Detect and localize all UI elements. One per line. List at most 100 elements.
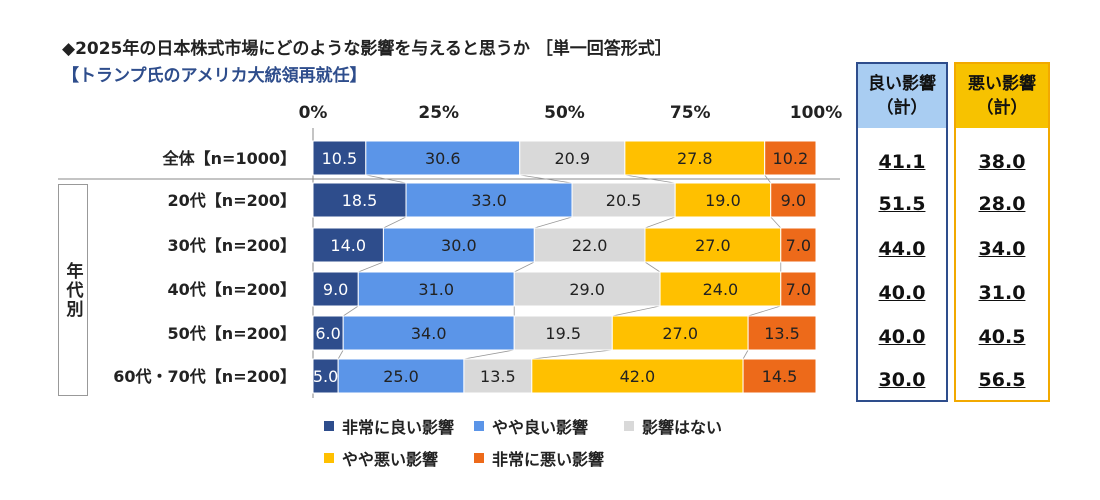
bad-effect-total-header-line2: （計）: [976, 98, 1028, 118]
bar-segment: [342, 315, 515, 351]
bar-segment: [312, 182, 407, 218]
category-label: 60代・70代【n=200】: [113, 367, 296, 386]
data-label: 5.0: [313, 367, 338, 386]
data-label: 22.0: [572, 236, 608, 255]
bar-segment: [533, 227, 646, 263]
bar-segment: [674, 182, 772, 218]
series-connector-line: [624, 174, 676, 184]
legend-label: 非常に良い影響: [342, 418, 455, 437]
good-effect-total-header-line2: （計）: [876, 98, 928, 118]
bar-segment: [337, 358, 465, 394]
series-connector-line: [742, 349, 749, 360]
bad-effect-total-header-line1: 悪い影響: [968, 74, 1036, 94]
bar-segment: [312, 227, 384, 263]
legend-label: 非常に悪い影響: [492, 450, 605, 469]
x-tick-label: 25%: [418, 103, 459, 123]
good-effect-total-header-line1: 良い影響: [868, 74, 936, 94]
bad-effect-total-value: 31.0: [978, 282, 1026, 304]
legend-swatch: [474, 453, 484, 463]
bar-segment: [659, 271, 782, 307]
x-tick-label: 0%: [299, 103, 328, 123]
good-effect-total-value: 44.0: [878, 238, 926, 260]
legend-item: やや良い影響: [474, 414, 588, 438]
data-label: 33.0: [471, 191, 507, 210]
series-connector-line: [365, 174, 407, 184]
category-label: 50代【n=200】: [168, 324, 296, 343]
x-tick-label: 75%: [670, 103, 711, 123]
legend-swatch: [324, 453, 334, 463]
data-label: 24.0: [703, 280, 739, 299]
data-label: 13.5: [764, 324, 800, 343]
x-tick-label: 100%: [790, 103, 843, 123]
data-label: 13.5: [480, 367, 516, 386]
bar-segment: [747, 315, 817, 351]
data-label: 14.5: [762, 367, 798, 386]
data-label: 19.0: [705, 191, 741, 210]
data-label: 14.0: [330, 236, 366, 255]
category-label: 全体【n=1000】: [162, 149, 296, 168]
data-label: 9.0: [781, 191, 806, 210]
good-effect-total-value: 30.0: [878, 369, 926, 391]
series-connector-line: [358, 261, 384, 273]
bar-segment: [513, 271, 661, 307]
data-label: 31.0: [418, 280, 454, 299]
data-label: 30.0: [441, 236, 477, 255]
bar-segment: [312, 315, 344, 351]
series-connector-line: [747, 305, 781, 317]
data-label: 18.5: [342, 191, 378, 210]
data-label: 34.0: [411, 324, 447, 343]
data-label: 27.8: [677, 149, 713, 168]
legend-swatch: [324, 421, 334, 431]
data-label: 10.5: [322, 149, 358, 168]
bad-effect-total-value: 38.0: [978, 151, 1026, 173]
data-label: 19.5: [545, 324, 581, 343]
data-label: 7.0: [786, 280, 811, 299]
good-effect-total-value: 40.0: [878, 282, 926, 304]
data-label: 27.0: [662, 324, 698, 343]
good-effect-total-value: 41.1: [878, 151, 926, 173]
series-connector-line: [531, 349, 613, 360]
data-label: 30.6: [425, 149, 461, 168]
legend-label: やや悪い影響: [342, 450, 439, 469]
bad-effect-total-value: 28.0: [978, 193, 1026, 215]
series-connector-line: [519, 174, 573, 184]
legend-swatch: [474, 421, 484, 431]
legend-label: やや良い影響: [492, 418, 589, 437]
bar-segment: [644, 227, 782, 263]
category-label: 20代【n=200】: [168, 191, 296, 210]
legend-item: 影響はない: [624, 414, 722, 438]
series-connector-line: [514, 261, 535, 273]
series-connector-line: [534, 216, 573, 229]
data-label: 20.9: [554, 149, 590, 168]
legend-item: やや悪い影響: [324, 446, 438, 470]
good-effect-total-column: 良い影響 （計） 41.1 51.5 44.0 40.0 40.0 30.0: [856, 62, 948, 402]
series-connector-line: [644, 216, 676, 229]
series-connector-line: [463, 349, 515, 360]
data-label: 7.0: [786, 236, 811, 255]
age-group-label: 年代別: [58, 184, 88, 396]
bar-segment: [463, 358, 533, 394]
bad-effect-total-header: 悪い影響 （計）: [956, 64, 1048, 128]
bar-segment: [611, 315, 749, 351]
bar-segment: [531, 358, 744, 394]
bad-effect-total-value: 40.5: [978, 326, 1026, 348]
good-effect-total-value: 40.0: [878, 326, 926, 348]
data-label: 27.0: [695, 236, 731, 255]
data-label: 6.0: [315, 324, 340, 343]
series-connector-line: [342, 305, 359, 317]
series-connector-line: [644, 261, 661, 273]
chart-subtitle: 【トランプ氏のアメリカ大統領再就任】: [62, 66, 367, 86]
bar-segment: [742, 358, 817, 394]
legend-item: 非常に良い影響: [324, 414, 454, 438]
data-label: 9.0: [323, 280, 348, 299]
bar-segment: [780, 227, 817, 263]
data-label: 42.0: [620, 367, 656, 386]
bar-segment: [780, 271, 817, 307]
category-label: 30代【n=200】: [168, 236, 296, 255]
bar-segment: [312, 358, 339, 394]
bar-segment: [519, 140, 626, 176]
category-label: 40代【n=200】: [168, 280, 296, 299]
legend-item: 非常に悪い影響: [474, 446, 604, 470]
bar-segment: [571, 182, 676, 218]
